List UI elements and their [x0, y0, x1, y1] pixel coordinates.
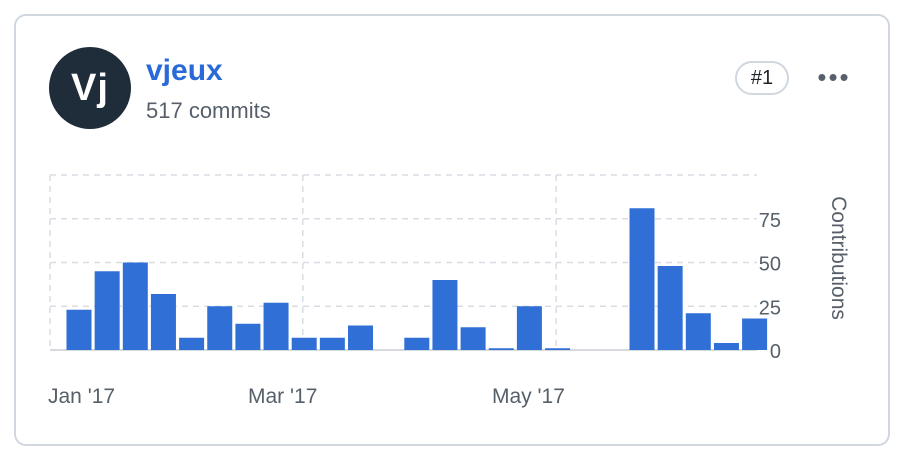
avatar[interactable]: Vj	[49, 47, 131, 129]
x-tick-label: May '17	[492, 385, 565, 408]
contributor-card: Vj vjeux 517 commits #1 •••	[14, 14, 890, 446]
bar	[742, 318, 768, 350]
bar	[348, 325, 373, 350]
bar	[291, 337, 317, 350]
bar	[207, 306, 233, 350]
y-tick-label: 25	[759, 297, 781, 319]
bar	[150, 294, 176, 350]
bar	[404, 337, 430, 350]
x-tick-label: Mar '17	[248, 385, 317, 408]
bar	[629, 208, 655, 350]
bar	[516, 306, 542, 350]
y-tick-label: 0	[770, 341, 781, 363]
bar	[685, 313, 711, 350]
bar	[235, 323, 261, 350]
avatar-initials: Vj	[71, 66, 109, 109]
y-tick-label: 75	[759, 210, 781, 232]
more-horizontal-icon: •••	[817, 62, 851, 92]
bar	[460, 327, 486, 350]
bar	[66, 309, 92, 350]
bar	[122, 262, 148, 350]
bar	[179, 337, 205, 350]
bar	[657, 266, 683, 350]
commit-count: 517 commits	[146, 98, 271, 123]
rank-badge: #1	[735, 61, 789, 95]
bar	[94, 271, 120, 350]
bar	[432, 280, 458, 350]
bar	[713, 343, 739, 350]
y-axis-label: Contributions	[827, 196, 850, 320]
y-tick-label: 50	[759, 254, 781, 276]
username-link[interactable]: vjeux	[146, 54, 223, 87]
bar	[488, 348, 514, 350]
bar	[545, 348, 571, 350]
bar	[319, 337, 345, 350]
more-options-button[interactable]: •••	[812, 62, 856, 92]
x-tick-label: Jan '17	[48, 385, 115, 408]
bar	[263, 302, 289, 350]
